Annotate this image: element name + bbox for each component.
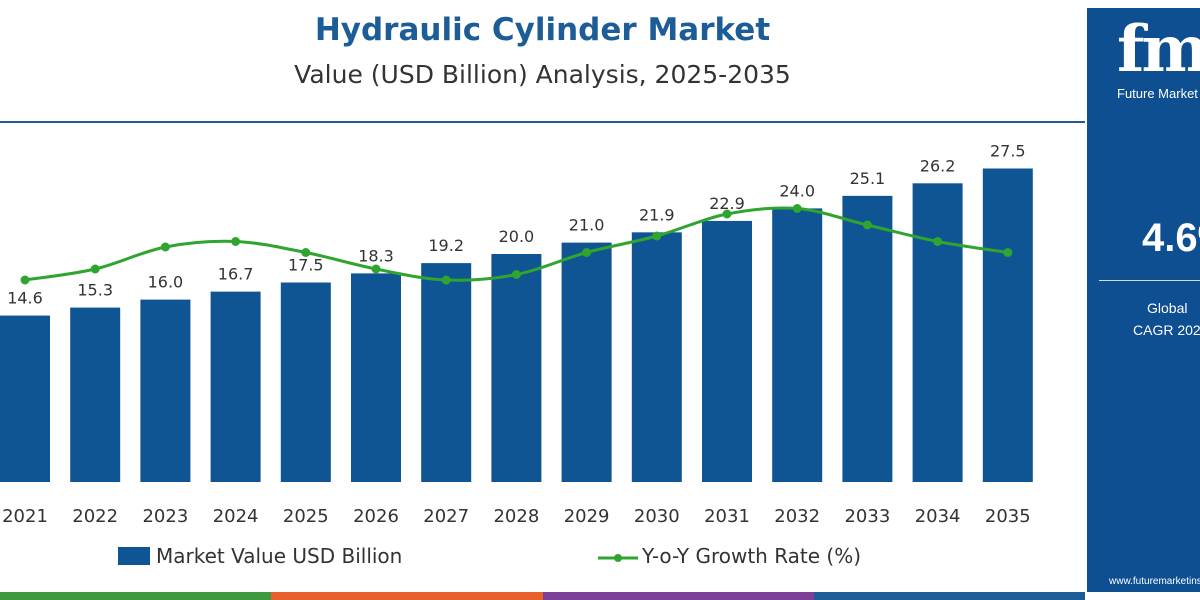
growth-point-2033 (862, 220, 872, 230)
bar-2022 (70, 307, 121, 482)
x-tick-2033: 2033 (844, 506, 890, 527)
strip-segment-orange (271, 592, 543, 600)
growth-point-2029 (582, 248, 592, 257)
x-tick-2028: 2028 (493, 506, 539, 527)
value-label-2023: 16.0 (148, 273, 184, 292)
x-tick-2023: 2023 (142, 506, 188, 527)
x-tick-2022: 2022 (72, 506, 118, 527)
growth-point-2021 (20, 275, 30, 285)
chart-title: Hydraulic Cylinder Market (314, 12, 771, 48)
bar-2024 (210, 291, 261, 482)
site-url: www.futuremarketinsights.com (1109, 576, 1200, 587)
bottom-color-strip (0, 592, 1085, 600)
value-label-2029: 21.0 (569, 216, 605, 235)
bar-2025 (280, 282, 331, 482)
chart-subtitle: Value (USD Billion) Analysis, 2025-2035 (294, 60, 791, 89)
bar-2031 (702, 220, 752, 482)
x-tick-2027: 2027 (423, 506, 469, 527)
value-label-2025: 17.5 (288, 256, 324, 275)
value-label-2030: 21.9 (639, 205, 675, 224)
global-label: Global (1147, 300, 1188, 316)
value-label-2034: 26.2 (920, 156, 956, 175)
value-label-group: 14.6 15.3 16.0 16.7 17.5 18.3 19.2 20.0 21.0 21.9… (7, 142, 1025, 308)
value-label-2033: 25.1 (850, 169, 886, 188)
growth-point-2022 (90, 264, 100, 274)
strip-segment-purple (542, 592, 814, 600)
x-tick-2025: 2025 (283, 506, 329, 527)
bar-group (0, 168, 1033, 483)
x-tick-2031: 2031 (704, 506, 750, 527)
brand-name: Future Market Insights (1117, 86, 1200, 101)
value-label-2035: 27.5 (990, 142, 1026, 161)
x-tick-2035: 2035 (985, 506, 1031, 527)
growth-line-group (20, 204, 1013, 285)
fmi-logo: fmi (1117, 12, 1200, 87)
legend-line-swatch (598, 554, 638, 562)
growth-point-2025 (301, 248, 311, 257)
bar-2029 (561, 242, 612, 482)
growth-point-2026 (371, 264, 381, 274)
bar-2035 (982, 168, 1033, 482)
bar-2027 (421, 263, 472, 482)
growth-point-2035 (1003, 248, 1013, 257)
growth-point-2030 (652, 231, 662, 241)
growth-point-2032 (792, 204, 802, 213)
brand-side-panel: fmi Future Market Insights 4.6% Global C… (1087, 8, 1200, 592)
panel-divider (1099, 280, 1200, 281)
value-label-2031: 22.9 (709, 194, 745, 213)
legend-line-label: Y-o-Y Growth Rate (%) (642, 544, 862, 568)
growth-point-2027 (441, 275, 451, 285)
x-tick-2029: 2029 (564, 506, 610, 527)
x-tick-2021: 2021 (2, 506, 48, 527)
legend-item-growth-rate: Y-o-Y Growth Rate (%) (598, 544, 861, 568)
growth-point-2023 (160, 242, 170, 252)
x-tick-2024: 2024 (213, 506, 259, 527)
value-label-2021: 14.6 (7, 289, 43, 308)
bar-2033 (842, 195, 893, 483)
bar-2030 (631, 232, 682, 482)
x-axis-ticks: 2021 2022 2023 2024 2025 2026 2027 2028 2029 2030… (2, 506, 1031, 527)
growth-point-2028 (511, 270, 521, 279)
growth-point-2031 (722, 209, 732, 219)
x-tick-2030: 2030 (634, 506, 680, 527)
cagr-value: 4.6% (1142, 216, 1200, 260)
value-label-2022: 15.3 (77, 281, 113, 300)
growth-point-2024 (231, 237, 241, 246)
title-divider (0, 121, 1085, 123)
growth-point-2034 (933, 237, 943, 246)
bar-2026 (351, 273, 401, 482)
value-label-2026: 18.3 (358, 246, 394, 265)
chart-area: 14.6 15.3 16.0 16.7 17.5 18.3 19.2 20.0 21.0 21.9… (0, 142, 1033, 527)
legend-item-market-value: Market Value USD Billion (118, 544, 402, 568)
strip-segment-blue (813, 592, 1085, 600)
value-label-2027: 19.2 (428, 236, 464, 255)
value-label-2028: 20.0 (499, 227, 535, 246)
x-tick-2034: 2034 (915, 506, 961, 527)
x-tick-2032: 2032 (774, 506, 820, 527)
legend-bar-swatch (118, 547, 150, 565)
x-tick-2026: 2026 (353, 506, 399, 527)
legend-bar-label: Market Value USD Billion (156, 544, 403, 568)
cagr-period-label: CAGR 2025-2035 (1133, 322, 1200, 338)
value-label-2024: 16.7 (218, 265, 254, 284)
bar-2032 (772, 208, 823, 482)
bar-2028 (491, 254, 542, 482)
bar-2021 (0, 315, 50, 482)
value-label-2032: 24.0 (779, 181, 815, 200)
bar-2023 (140, 299, 191, 482)
strip-segment-green (0, 592, 272, 600)
bar-2034 (912, 183, 963, 482)
